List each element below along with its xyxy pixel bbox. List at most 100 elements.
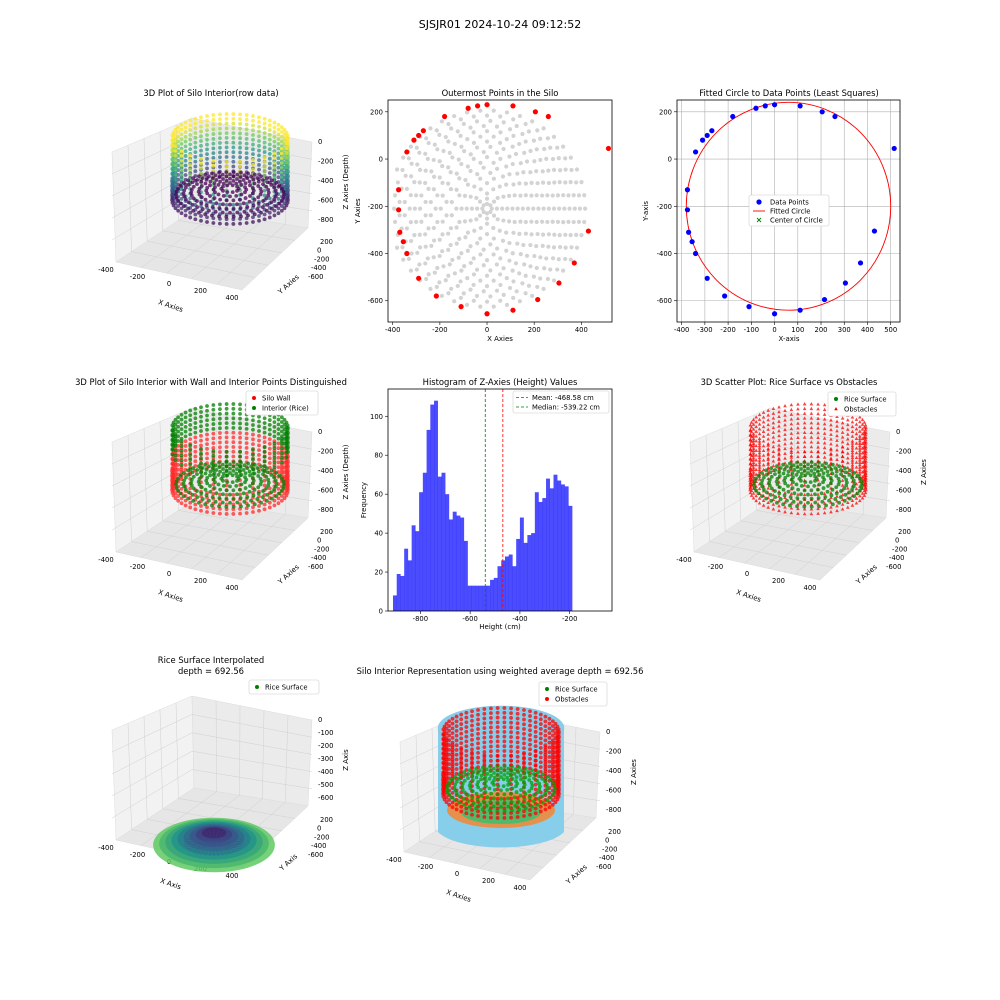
data-point: [193, 449, 198, 454]
data-point: [279, 170, 284, 175]
obstacle-point: [822, 436, 827, 440]
obstacle-point: [749, 420, 754, 424]
interior-point: [431, 157, 436, 163]
data-point: [211, 202, 216, 206]
surface-mesh: [213, 842, 239, 851]
obstacle-point: [816, 511, 820, 515]
data-point: [235, 177, 239, 181]
hist-bar: [467, 585, 472, 611]
x-tick-label: 500: [884, 326, 897, 334]
interior-point: [478, 176, 483, 181]
obstacle-point: [835, 429, 839, 433]
data-point: [522, 756, 526, 761]
data-point: [272, 208, 277, 213]
interior-point: [562, 206, 567, 211]
interior-point: [523, 121, 528, 127]
data-point: [809, 504, 814, 509]
obstacle-point: [757, 422, 762, 426]
data-point: [230, 183, 235, 188]
hist-bar: [437, 476, 442, 611]
data-point: [522, 708, 526, 712]
data-point: [761, 487, 766, 492]
obstacle-point: [777, 508, 781, 513]
outer-point: [404, 250, 410, 257]
interior-point: [529, 193, 534, 198]
obstacle-point: [761, 463, 766, 467]
obstacle-point: [850, 443, 855, 448]
data-point: [843, 492, 848, 497]
data-point: [825, 489, 830, 494]
interior-point: [457, 219, 462, 225]
data-point: [188, 486, 193, 491]
data-point: [760, 471, 764, 475]
data-point: [470, 714, 474, 718]
surface-mesh: [213, 835, 239, 844]
data-point: [188, 422, 193, 427]
data-point: [538, 769, 543, 774]
data-point: [272, 460, 277, 465]
legend-marker: [834, 407, 838, 411]
data-point: [282, 206, 287, 211]
obstacle-point: [754, 458, 758, 462]
interior-point: [484, 139, 490, 144]
data-point: [218, 150, 222, 155]
interior-point: [561, 219, 566, 225]
data-point: [470, 765, 474, 769]
outer-point: [545, 113, 551, 120]
interior-point: [528, 148, 533, 154]
data-point: [279, 161, 284, 165]
interior-point: [481, 289, 486, 294]
data-point: [522, 814, 526, 818]
interior-point: [426, 140, 431, 146]
data-point: [199, 474, 204, 478]
obstacle-point: [748, 476, 753, 480]
interior-point: [510, 206, 515, 211]
data-point: [244, 113, 249, 117]
data-point: [218, 141, 222, 145]
obstacle-point: [846, 427, 850, 431]
obstacle-point: [796, 402, 800, 406]
obstacle-point: [789, 417, 794, 421]
data-point: [224, 135, 229, 140]
data-point: [231, 140, 236, 145]
data-point: [484, 803, 489, 808]
data-point: [244, 122, 249, 127]
hist-bar: [400, 575, 405, 611]
data-point: [760, 484, 765, 489]
interior-point: [474, 267, 480, 272]
data-point: [238, 175, 243, 180]
obstacle-point: [783, 427, 787, 432]
data-point: [262, 445, 267, 450]
data-point: [276, 165, 281, 170]
interior-point: [484, 113, 490, 118]
data-point: [513, 767, 518, 772]
data-point: [224, 402, 229, 406]
data-point: [279, 165, 284, 170]
legend-marker-center: [756, 217, 762, 223]
data-point: [255, 176, 260, 180]
data-point: [769, 474, 774, 479]
interior-point: [463, 235, 468, 240]
data-point: [509, 706, 513, 711]
data-point: [224, 155, 229, 159]
data-point: [769, 466, 774, 471]
data-point: [183, 498, 188, 503]
data-point: [205, 133, 209, 137]
data-point: [781, 462, 786, 467]
data-point: [447, 757, 452, 762]
interior-point: [444, 213, 449, 218]
data-point: [528, 757, 532, 761]
data-point: [249, 498, 253, 503]
data-point: [279, 429, 284, 434]
data-point: [489, 815, 493, 820]
data-point: [211, 113, 216, 117]
obstacle-point: [846, 432, 850, 436]
interior-point: [478, 278, 483, 283]
obstacle-point: [757, 417, 762, 421]
outer-point: [484, 102, 490, 108]
obstacle-point: [751, 422, 756, 426]
obstacle-point: [816, 421, 820, 425]
data-point: [809, 460, 814, 465]
interior-point: [447, 150, 452, 155]
data-point: [244, 441, 249, 446]
